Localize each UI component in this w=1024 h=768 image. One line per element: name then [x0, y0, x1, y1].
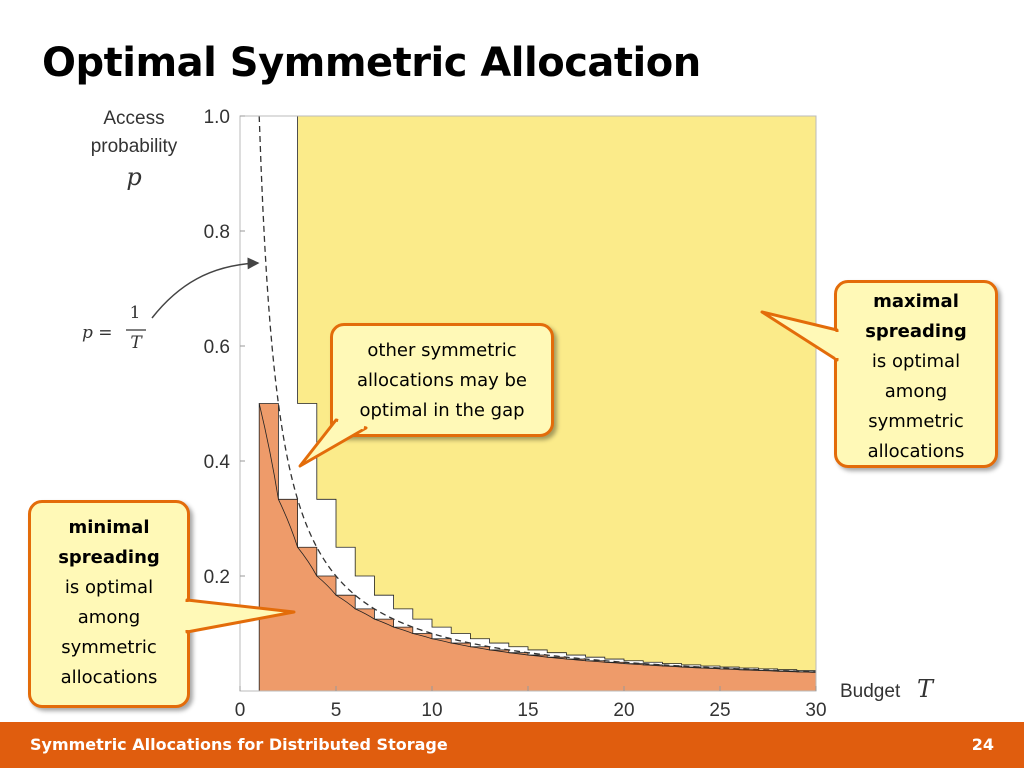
curve-label-arrow	[151, 257, 260, 319]
x-tick-label: 30	[805, 700, 826, 721]
sawtooth-segment	[297, 546, 318, 577]
svg-text:1: 1	[130, 303, 141, 323]
sawtooth-segment	[508, 652, 529, 656]
x-axis-label: Budget	[840, 681, 901, 702]
x-tick-label: 0	[235, 700, 246, 721]
x-tick-label: 25	[709, 700, 730, 721]
sawtooth-segment	[278, 499, 298, 548]
sawtooth-segment	[258, 403, 279, 500]
svg-text:T: T	[130, 333, 143, 353]
sawtooth-segment	[547, 656, 567, 660]
sawtooth-segment	[566, 658, 586, 662]
sawtooth-segment	[527, 654, 548, 658]
sawtooth-segment	[604, 661, 625, 665]
y-tick-label: 0.6	[204, 337, 230, 358]
sawtooth-segment	[700, 667, 721, 670]
footer-bar: Symmetric Allocations for Distributed St…	[0, 722, 1024, 768]
x-tick-label: 20	[613, 700, 634, 721]
sawtooth-segment	[623, 663, 644, 666]
y-tick-label: 0.8	[204, 222, 230, 243]
sawtooth-segment	[585, 660, 605, 663]
y-tick-label: 0.2	[204, 567, 230, 588]
footer-title: Symmetric Allocations for Distributed St…	[30, 735, 448, 754]
sawtooth-segment	[662, 665, 682, 668]
maximal-spreading-region	[297, 115, 817, 671]
sawtooth-segment	[451, 642, 471, 648]
sawtooth-segment	[681, 666, 701, 669]
gap-callout: other symmetric allocations may be optim…	[330, 323, 554, 437]
reference-curve	[258, 115, 817, 673]
sawtooth-segment	[355, 608, 375, 620]
access-probability-chart: 0 5 10 15 20 25 30 0.2 0.4 0.6 0.8 1.0 Access proba…	[82, 107, 935, 721]
page-title: Optimal Symmetric Allocation	[42, 40, 701, 86]
sawtooth-segment	[489, 649, 509, 654]
sawtooth-segment	[470, 646, 490, 651]
maximal-spreading-callout: maximal spreading is optimal among symme…	[834, 280, 998, 468]
x-tick-label: 15	[517, 700, 538, 721]
y-tick-label: 1.0	[204, 107, 230, 128]
sawtooth-segment	[719, 668, 740, 671]
sawtooth-segment	[739, 669, 759, 671]
sawtooth-segment	[316, 575, 337, 596]
sawtooth-segment	[374, 618, 394, 628]
sawtooth-segment	[431, 638, 452, 644]
y-tick-label: 0.4	[204, 452, 231, 473]
sawtooth-segment	[335, 594, 356, 610]
x-axis-symbol: T	[917, 675, 935, 703]
svg-text:p =: p =	[82, 323, 113, 343]
sawtooth-segment	[393, 626, 413, 634]
curve-formula-label: p = 1 T	[82, 303, 146, 353]
sawtooth-segment	[412, 633, 433, 640]
y-axis-label-line1: Access	[103, 108, 164, 129]
x-tick-label: 5	[331, 700, 342, 721]
sawtooth-segment	[643, 664, 663, 667]
page-number: 24	[971, 735, 994, 754]
x-tick-label: 10	[421, 700, 442, 721]
y-axis-label-line2: probability	[91, 136, 178, 157]
sawtooth-segment	[758, 670, 778, 672]
y-axis-symbol: p	[126, 163, 141, 191]
minimal-spreading-callout: minimal spreading is optimal among symme…	[28, 500, 190, 708]
